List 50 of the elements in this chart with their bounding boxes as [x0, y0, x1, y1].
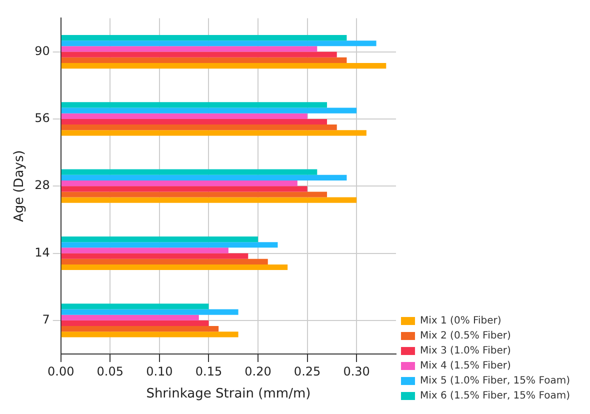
- bar: [61, 174, 347, 181]
- bar: [61, 236, 258, 242]
- x-tick-label: 0.05: [96, 364, 124, 378]
- bar: [61, 102, 328, 108]
- bar: [61, 180, 298, 186]
- x-tick-label: 0.20: [244, 364, 272, 378]
- bar: [61, 264, 288, 270]
- legend-label: Mix 3 (1.0% Fiber): [420, 346, 511, 357]
- y-tick-label: 90: [34, 44, 50, 58]
- legend-label: Mix 4 (1.5% Fiber): [420, 360, 511, 372]
- bar: [61, 186, 308, 192]
- legend-label: Mix 6 (1.5% Fiber, 15% Foam): [420, 390, 570, 402]
- bar: [61, 57, 347, 63]
- x-tick-label: 0.10: [146, 364, 173, 378]
- bar: [61, 326, 219, 332]
- bar: [61, 108, 357, 114]
- legend-label: Mix 1 (0% Fiber): [420, 316, 502, 327]
- bar: [61, 248, 228, 254]
- x-axis-title: Shrinkage Strain (mm/m): [146, 386, 311, 402]
- bar: [61, 197, 357, 203]
- y-tick-label: 14: [34, 245, 50, 260]
- bar: [61, 118, 328, 125]
- y-tick-label: 56: [34, 111, 50, 126]
- bar: [61, 40, 376, 46]
- bar: [61, 309, 238, 315]
- bar: [61, 46, 318, 52]
- bar: [61, 314, 199, 320]
- bar: [61, 320, 209, 326]
- x-tick-label: 0.00: [48, 364, 74, 378]
- y-tick-label: 7: [42, 312, 50, 327]
- bar: [61, 169, 318, 175]
- bar: [61, 113, 308, 119]
- x-tick-label: 0.25: [294, 364, 321, 378]
- bar: [61, 130, 366, 136]
- legend-label: Mix 2 (0.5% Fiber): [420, 330, 511, 342]
- x-tick-label: 0.30: [343, 364, 370, 378]
- bar: [61, 253, 248, 259]
- bar: [61, 258, 268, 264]
- bar: [61, 52, 337, 58]
- bar: [61, 124, 337, 130]
- bar: [61, 34, 347, 41]
- legend-label: Mix 5 (1.0% Fiber, 15% Foam): [420, 376, 570, 387]
- bar: [61, 332, 238, 338]
- bar: [61, 242, 278, 248]
- x-tick-label: 0.15: [195, 364, 222, 378]
- bar: [61, 192, 328, 198]
- y-axis-title: Age (Days): [12, 150, 28, 222]
- y-tick-label: 28: [34, 178, 50, 192]
- bar: [61, 304, 209, 310]
- bar: [61, 62, 386, 69]
